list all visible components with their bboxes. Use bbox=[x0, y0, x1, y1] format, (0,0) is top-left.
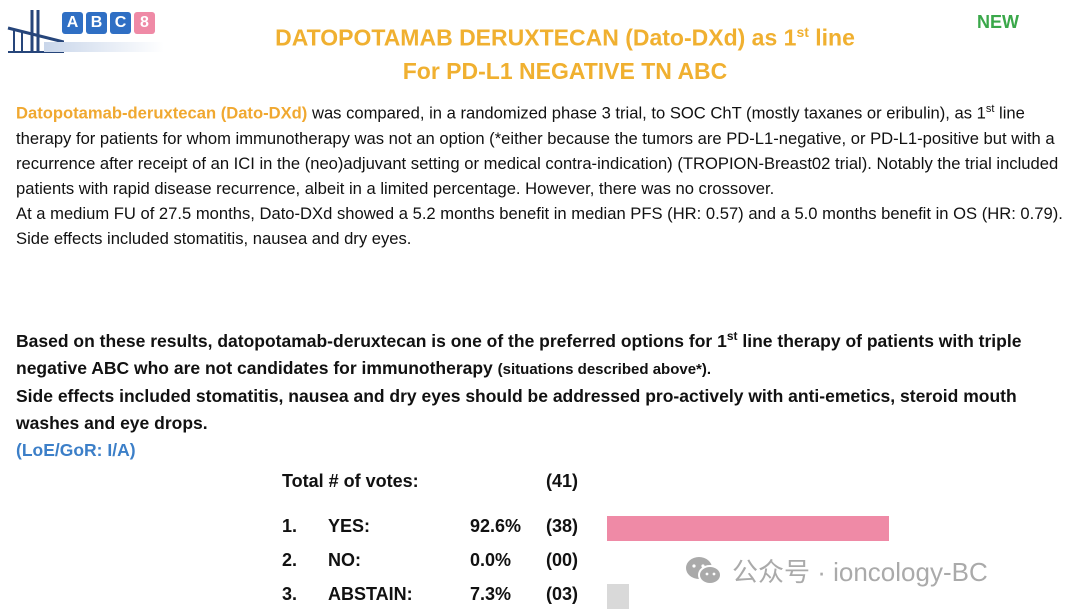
vote-label: YES: bbox=[328, 516, 371, 536]
total-votes-label: Total # of votes: bbox=[282, 471, 419, 491]
vote-pct: 7.3% bbox=[470, 584, 512, 604]
vote-num: 1. bbox=[282, 516, 298, 536]
vote-pct: 0.0% bbox=[470, 550, 512, 570]
vote-pct: 92.6% bbox=[470, 516, 522, 536]
watermark: 公众号 · ioncology-BC bbox=[684, 552, 988, 589]
vote-count: (03) bbox=[546, 584, 579, 604]
bridge-icon bbox=[7, 10, 64, 53]
logo-letter: 8 bbox=[134, 12, 155, 34]
wechat-icon bbox=[686, 556, 722, 585]
abc8-logo: A B C 8 bbox=[4, 6, 164, 54]
recommendation: Based on these results, datopotamab-deru… bbox=[16, 323, 1076, 464]
new-badge: NEW bbox=[977, 12, 1019, 32]
body-text: Datopotamab-deruxtecan (Dato-DXd) was co… bbox=[16, 103, 1063, 248]
logo-letter: C bbox=[110, 12, 131, 34]
vote-num: 2. bbox=[282, 550, 298, 570]
vote-num: 3. bbox=[282, 584, 298, 604]
vote-label: ABSTAIN: bbox=[328, 584, 413, 604]
logo-letter: A bbox=[62, 12, 83, 34]
vote-bar bbox=[607, 516, 890, 541]
total-votes: (41) bbox=[546, 471, 579, 491]
page-title: DATOPOTAMAB DERUXTECAN (Dato-DXd) as 1st… bbox=[275, 24, 855, 84]
vote-bar bbox=[607, 584, 630, 609]
vote-label: NO: bbox=[328, 550, 361, 570]
logo-letter: B bbox=[86, 12, 107, 34]
vote-count: (00) bbox=[546, 550, 579, 570]
vote-count: (38) bbox=[546, 516, 579, 536]
loe-gor: (LoE/GoR: I/A) bbox=[16, 439, 136, 460]
